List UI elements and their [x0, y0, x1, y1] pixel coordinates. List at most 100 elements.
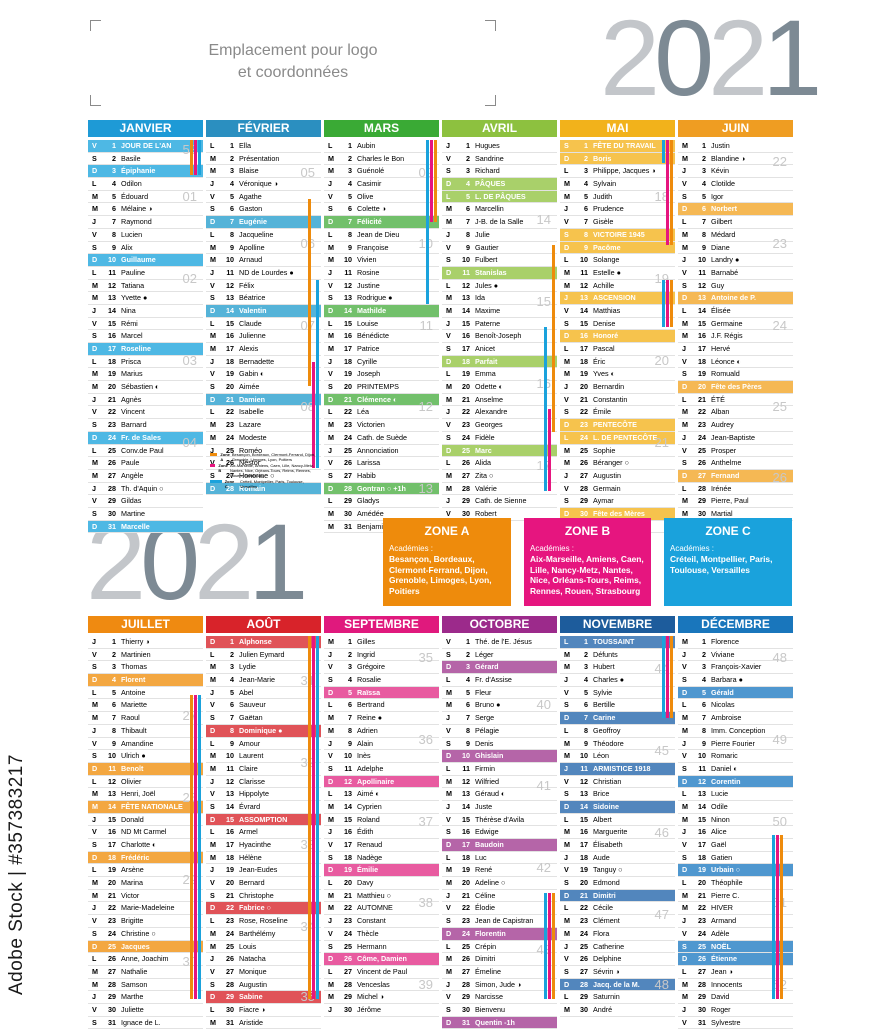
day-number: 17	[344, 344, 352, 353]
day-number: 26	[698, 954, 706, 964]
day-row: V 16 ND Mt Carmel	[88, 826, 203, 839]
day-number: 5	[466, 191, 470, 201]
day-row: M 28 Innocents	[678, 979, 793, 992]
day-row: S 17 Anicet	[442, 343, 557, 356]
day-number: 17	[698, 344, 706, 353]
day-weekday: M	[92, 369, 98, 379]
day-row: S 13 Brice	[560, 788, 675, 801]
day-number: 1	[230, 637, 234, 646]
day-weekday: J	[564, 293, 568, 303]
day-weekday: M	[446, 954, 452, 964]
school-holiday-bar	[666, 636, 669, 718]
day-saint: Serge	[475, 713, 495, 723]
day-number: 26	[698, 458, 706, 468]
day-row: S 30 Martine	[88, 508, 203, 521]
day-row: S 3 Thomas	[88, 661, 203, 675]
day-row: V 2 Martinien	[88, 649, 203, 662]
day-weekday: D	[446, 928, 452, 938]
day-weekday: J	[682, 1004, 686, 1014]
day-number: 20	[344, 382, 352, 392]
day-row: S 9 Denis	[442, 738, 557, 751]
day-row: L 5 Antoine	[88, 687, 203, 700]
day-number: 22	[344, 903, 352, 913]
day-saint: Bernardin	[593, 382, 625, 392]
day-number: 23	[226, 420, 234, 430]
day-weekday: S	[328, 293, 333, 303]
day-number: 28	[462, 979, 470, 989]
legend-swatch	[210, 453, 218, 456]
week-number: 05	[300, 165, 315, 181]
day-weekday: S	[92, 508, 97, 518]
day-weekday: L	[682, 878, 687, 888]
school-holiday-bar	[670, 280, 673, 328]
day-row: J 25 Annonciation	[324, 445, 439, 458]
day-saint: ÉTÉ	[711, 394, 725, 404]
day-number: 7	[584, 713, 588, 723]
day-saint: Carine	[593, 713, 616, 723]
day-row: M 19 Yves ◐	[560, 368, 675, 382]
day-saint: Léonce ◐	[711, 356, 741, 366]
day-number: 30	[580, 1004, 588, 1014]
week-number: 49	[772, 731, 787, 747]
day-row: M 31 Benjamin	[324, 521, 439, 534]
day-weekday: M	[92, 280, 98, 290]
day-number: 15	[462, 814, 470, 824]
day-number: 2	[702, 649, 706, 659]
day-weekday: V	[564, 305, 569, 315]
day-saint: Barnard	[121, 420, 147, 430]
day-number: 26	[580, 458, 588, 468]
day-weekday: D	[682, 470, 688, 480]
day-row: M 6 Bruno ●	[442, 699, 557, 713]
day-saint: Ella	[239, 141, 251, 150]
day-number: 19	[580, 865, 588, 875]
day-saint: Présentation	[239, 153, 280, 163]
day-number: 22	[462, 903, 470, 913]
day-saint: Ninon	[711, 814, 730, 824]
week-number: 33	[301, 837, 315, 852]
day-weekday: S	[446, 166, 451, 176]
day-row: L 14 Élisée	[678, 305, 793, 318]
day-number: 23	[108, 420, 116, 430]
legend-label: Zone C	[224, 479, 235, 489]
day-number: 9	[230, 242, 234, 252]
day-row: M 2 Présentation	[206, 153, 321, 166]
day-number: 25	[344, 445, 352, 455]
day-row: S 22 Émile	[560, 406, 675, 420]
day-weekday: L	[210, 318, 215, 328]
day-weekday: M	[328, 521, 334, 531]
day-saint: Clotilde	[711, 179, 735, 189]
day-row: S 11 Adelphe	[324, 763, 439, 776]
day-saint: Brice	[593, 789, 610, 799]
day-number: 25	[226, 445, 234, 455]
day-saint: Monique	[239, 966, 267, 976]
day-saint: Rodrigue ●	[357, 293, 393, 303]
day-row: M 11 Estelle ●	[560, 267, 675, 280]
day-saint: Céline	[475, 890, 496, 900]
logo-line-2: et coordonnées	[237, 64, 349, 81]
day-saint: Dimitri	[593, 890, 616, 900]
day-saint: Yves ◐	[593, 369, 615, 379]
day-row: J 5 Abel	[206, 687, 321, 700]
day-row: J 4 Casimir	[324, 178, 439, 191]
day-saint: Hervé	[711, 344, 731, 353]
day-saint: Corentin	[711, 776, 741, 786]
day-saint: Valentin	[239, 305, 267, 315]
day-saint: Constantin	[593, 394, 628, 404]
day-row: V 8 Pélagie	[442, 725, 557, 738]
week-number: 06	[301, 236, 315, 251]
day-saint: Béranger ○	[593, 458, 629, 468]
day-saint: Armel	[239, 827, 258, 837]
day-weekday: V	[564, 776, 569, 786]
day-weekday: S	[682, 458, 687, 468]
day-saint: Aubin	[357, 141, 376, 150]
day-weekday: J	[92, 992, 96, 1002]
day-weekday: D	[564, 242, 570, 252]
day-number: 4	[348, 179, 352, 189]
day-row: M 15 Roland	[324, 814, 439, 827]
day-number: 24	[580, 432, 588, 442]
month-août: AOÛT D 1 Alphonse L 2 Julien Eymard M 3 Lydie M 4 Je…	[206, 616, 321, 1029]
day-weekday: J	[92, 903, 96, 913]
day-weekday: L	[564, 255, 569, 265]
day-number: 24	[462, 432, 470, 442]
day-row: D 18 Frédéric	[88, 851, 203, 865]
